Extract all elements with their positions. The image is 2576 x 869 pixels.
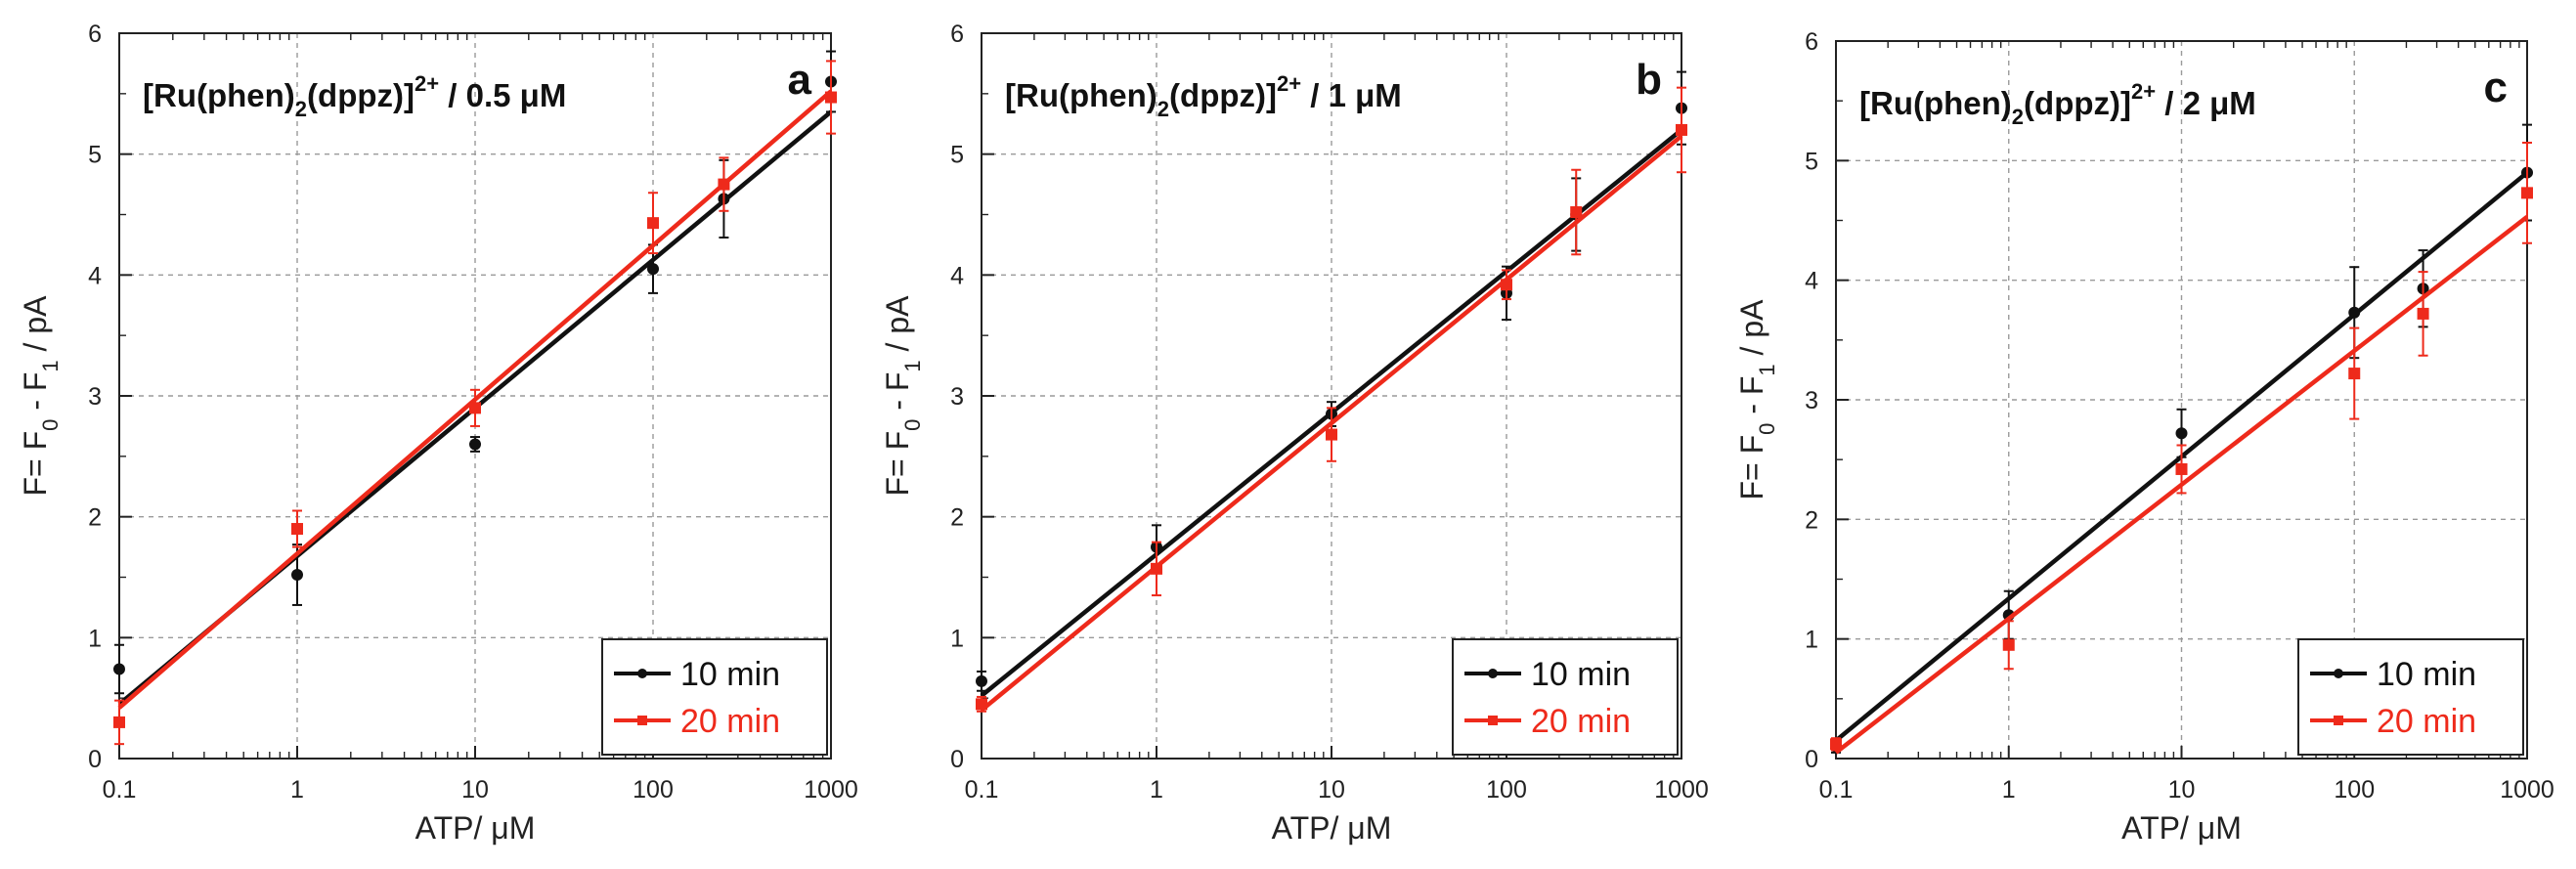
y-tick-label: 2 — [88, 504, 102, 532]
y-tick-label: 4 — [1805, 268, 1818, 295]
y-tick-label: 6 — [950, 21, 964, 48]
data-point — [1676, 123, 1687, 136]
y-tick-label: 5 — [1805, 148, 1818, 175]
y-tick-label: 3 — [950, 383, 964, 411]
series-20-min — [113, 60, 837, 746]
data-point — [1830, 738, 1842, 751]
y-tick-label: 1 — [88, 625, 102, 652]
legend-marker — [637, 669, 647, 678]
x-tick-label: 1000 — [2500, 776, 2554, 804]
chart-panel-a: 0.1 1 10 100 1000 0 1 2 3 4 5 6 ATP/ μM F= F0 - F1 / … — [18, 21, 858, 846]
x-tick-label: 10 — [461, 776, 489, 804]
data-point — [825, 91, 837, 104]
y-tick-label: 3 — [88, 383, 102, 411]
x-tick-label: 10 — [1318, 776, 1345, 804]
legend-box — [601, 638, 828, 756]
x-tick-label: 100 — [2334, 776, 2375, 804]
x-tick-label: 1 — [2002, 776, 2016, 804]
data-point — [2417, 307, 2429, 320]
legend-entry-label: 10 min — [1531, 656, 1631, 693]
data-point — [1501, 279, 1512, 291]
data-point — [2002, 638, 2015, 651]
x-tick-label: 0.1 — [1819, 776, 1854, 804]
data-point — [113, 716, 125, 728]
legend-marker — [2334, 716, 2343, 725]
y-tick-label: 2 — [950, 504, 964, 532]
y-tick-label: 1 — [950, 625, 964, 652]
chart-panel-b: 0.1 1 10 100 1000 0 1 2 3 4 5 6 ATP/ μM F= F0 - F1 / … — [880, 21, 1709, 846]
y-tick-label: 4 — [950, 262, 964, 289]
data-point — [469, 402, 481, 414]
legend-box — [1452, 638, 1679, 756]
data-point — [291, 523, 303, 536]
y-tick-label: 6 — [88, 21, 102, 48]
legend-marker — [2334, 669, 2343, 678]
x-tick-label: 10 — [2168, 776, 2196, 804]
data-point — [2521, 187, 2533, 199]
y-tick-label: 3 — [1805, 387, 1818, 414]
x-tick-label: 1000 — [804, 776, 858, 804]
y-tick-label: 0 — [950, 746, 964, 773]
series-20-min — [976, 86, 1687, 713]
data-point — [976, 698, 987, 711]
panel-label: a — [788, 56, 812, 104]
x-tick-label: 1 — [290, 776, 304, 804]
data-point — [1151, 562, 1162, 575]
data-point — [2175, 427, 2188, 440]
legend: 10 min 20 min — [2297, 638, 2524, 756]
data-point — [113, 663, 125, 675]
data-point — [2348, 306, 2361, 319]
data-point — [1326, 428, 1337, 441]
y-axis-label: F= F0 - F1 / pA — [880, 295, 925, 497]
data-point — [976, 674, 987, 687]
y-tick-label: 0 — [1805, 746, 1818, 773]
legend-box — [2297, 638, 2524, 756]
y-tick-label: 2 — [1805, 506, 1818, 534]
x-tick-label: 1000 — [1654, 776, 1709, 804]
data-point — [647, 263, 659, 276]
chart-title: [Ru(phen)2(dppz)]2+ / 2 μM — [1859, 79, 2256, 129]
legend: 10 min 20 min — [601, 638, 828, 756]
series-20-min — [1830, 141, 2533, 755]
y-axis-label: F= F0 - F1 / pA — [18, 295, 63, 497]
y-axis-label: F= F0 - F1 / pA — [1734, 299, 1779, 500]
data-point — [291, 569, 303, 582]
chart-title: [Ru(phen)2(dppz)]2+ / 0.5 μM — [143, 71, 566, 121]
chart-panel-c: 0.1 1 10 100 1000 0 1 2 3 4 5 6 ATP/ μM F= F0 - F1 / … — [1734, 28, 2554, 846]
legend: 10 min 20 min — [1452, 638, 1679, 756]
data-point — [1570, 206, 1583, 219]
y-tick-label: 4 — [88, 262, 102, 289]
legend-entry-label: 20 min — [2377, 703, 2476, 740]
y-tick-label: 1 — [1805, 627, 1818, 654]
x-axis-label: ATP/ μM — [1272, 810, 1392, 846]
x-tick-label: 100 — [633, 776, 674, 804]
legend-marker — [1488, 669, 1498, 678]
data-point — [718, 178, 730, 191]
x-axis-label: ATP/ μM — [415, 810, 536, 846]
y-tick-label: 6 — [1805, 28, 1818, 56]
x-axis-label: ATP/ μM — [2121, 810, 2242, 846]
legend-marker — [1488, 716, 1498, 725]
chart-title: [Ru(phen)2(dppz)]2+ / 1 μM — [1005, 71, 1402, 121]
x-tick-label: 0.1 — [103, 776, 137, 804]
panel-label: c — [2484, 64, 2508, 111]
x-tick-label: 0.1 — [965, 776, 999, 804]
data-point — [2175, 462, 2188, 475]
x-tick-label: 100 — [1486, 776, 1527, 804]
y-tick-label: 0 — [88, 746, 102, 773]
legend-entry-label: 10 min — [2377, 656, 2476, 693]
y-tick-label: 5 — [88, 142, 102, 169]
legend-entry-label: 20 min — [680, 703, 780, 740]
legend-entry-label: 10 min — [680, 656, 780, 693]
legend-marker — [637, 716, 647, 725]
legend-entry-label: 20 min — [1531, 703, 1631, 740]
panel-label: b — [1636, 56, 1662, 104]
x-tick-label: 1 — [1150, 776, 1163, 804]
data-point — [469, 438, 481, 451]
data-point — [2348, 368, 2361, 380]
y-tick-label: 5 — [950, 142, 964, 169]
data-point — [647, 217, 659, 230]
